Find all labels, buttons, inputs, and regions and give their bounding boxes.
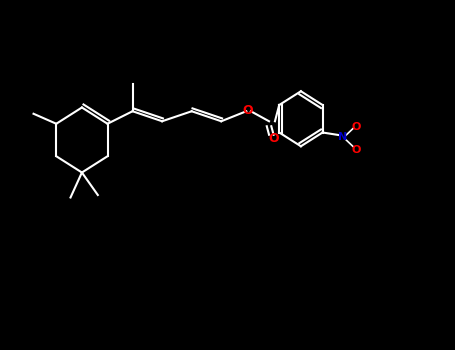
Text: O: O xyxy=(268,132,279,145)
Text: O: O xyxy=(242,104,253,117)
Text: O: O xyxy=(352,145,361,155)
Text: O: O xyxy=(352,122,361,133)
Text: N: N xyxy=(339,133,348,142)
